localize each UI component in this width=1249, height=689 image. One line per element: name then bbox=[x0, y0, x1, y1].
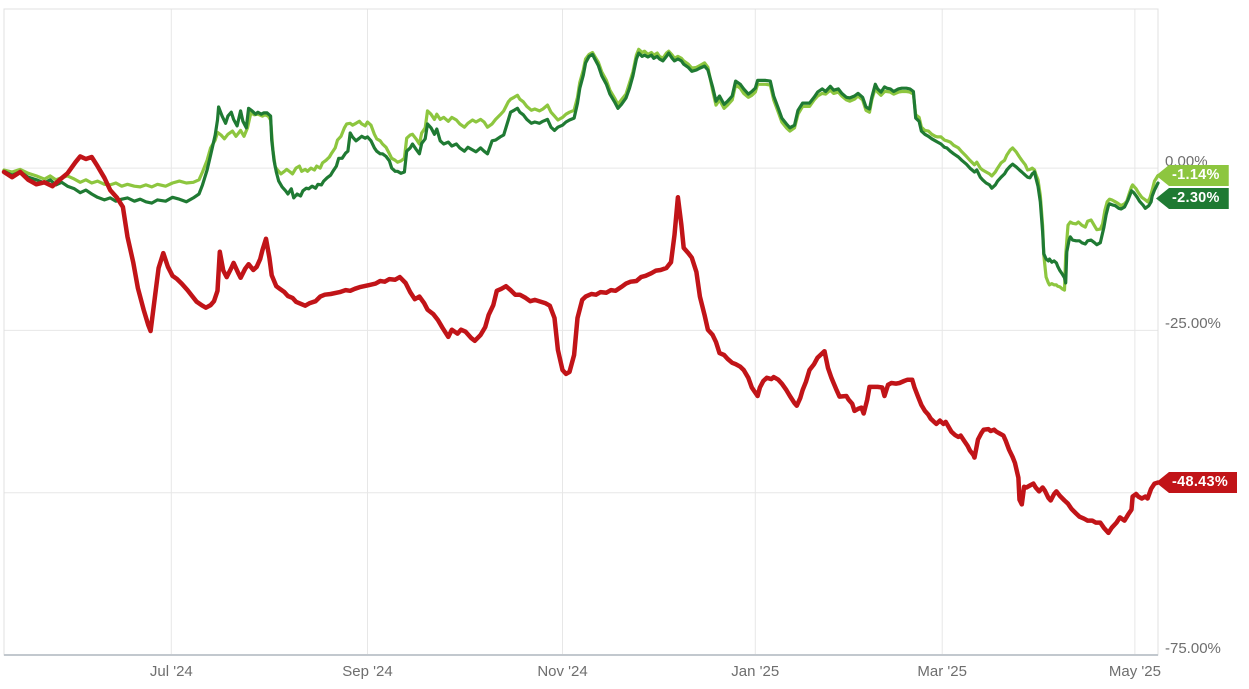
value-badge-dark-green: -2.30% bbox=[1156, 188, 1229, 209]
x-axis-tick-label: Mar '25 bbox=[917, 663, 967, 680]
x-axis-tick-label: Nov '24 bbox=[537, 663, 588, 680]
x-axis-tick-label: Jul '24 bbox=[149, 663, 193, 680]
value-badge-red: -48.43% bbox=[1156, 472, 1238, 493]
y-axis-tick-label: -75.00% bbox=[1165, 640, 1221, 657]
plot-border bbox=[3, 8, 1159, 656]
series-line-dark-green[interactable] bbox=[2, 51, 1160, 285]
value-badge-light-green: -1.14% bbox=[1156, 165, 1229, 186]
x-axis-tick-label: Sep '24 bbox=[342, 663, 393, 680]
x-axis-tick-label: May '25 bbox=[1108, 663, 1161, 680]
y-axis-tick-label: -25.00% bbox=[1165, 315, 1221, 333]
series-line-light-green[interactable] bbox=[2, 47, 1160, 292]
x-axis-tick-label: Jan '25 bbox=[731, 663, 780, 680]
series-line-red[interactable] bbox=[1, 154, 1161, 536]
